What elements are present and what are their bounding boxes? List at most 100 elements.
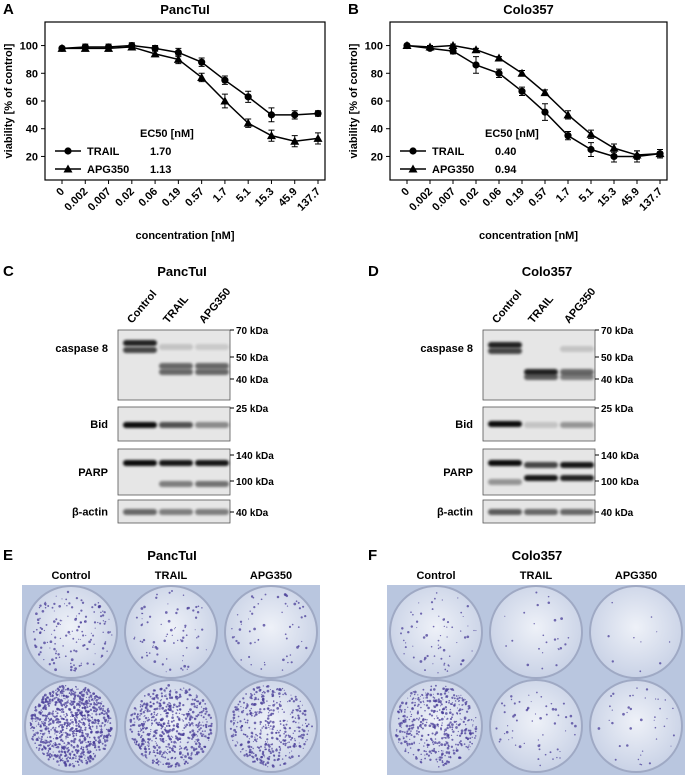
colony bbox=[425, 634, 428, 637]
colony bbox=[417, 710, 418, 711]
colony bbox=[202, 733, 203, 734]
colony bbox=[267, 734, 269, 736]
colony bbox=[76, 615, 77, 616]
colony bbox=[420, 754, 421, 755]
colony bbox=[250, 664, 251, 665]
colony bbox=[447, 688, 449, 690]
colony bbox=[418, 719, 420, 721]
colony bbox=[45, 607, 47, 609]
colony bbox=[76, 735, 78, 737]
colony bbox=[632, 695, 634, 697]
row-label: PARP bbox=[443, 467, 473, 479]
colony bbox=[189, 708, 192, 711]
condition-label: APG350 bbox=[250, 570, 292, 582]
colony bbox=[152, 646, 154, 648]
colony bbox=[277, 596, 280, 599]
colony bbox=[432, 725, 435, 728]
colony bbox=[200, 732, 202, 734]
colony bbox=[46, 700, 48, 702]
colony bbox=[170, 690, 172, 692]
colony bbox=[153, 752, 154, 753]
colony bbox=[238, 716, 240, 718]
colony bbox=[183, 720, 185, 722]
colony bbox=[542, 652, 543, 653]
colony bbox=[160, 740, 161, 741]
colony bbox=[52, 710, 54, 712]
colony bbox=[147, 693, 150, 696]
colony bbox=[138, 744, 140, 746]
colony bbox=[433, 688, 436, 691]
colony bbox=[251, 735, 254, 738]
colony bbox=[428, 755, 430, 757]
colony bbox=[230, 720, 232, 722]
colony bbox=[249, 738, 250, 739]
colony bbox=[306, 733, 308, 735]
colony bbox=[177, 698, 179, 700]
colony bbox=[261, 761, 262, 762]
colony bbox=[92, 719, 93, 720]
colony bbox=[246, 755, 248, 757]
colony bbox=[205, 707, 208, 710]
y-tick-label: 80 bbox=[371, 68, 383, 80]
marker-label: 25 kDa bbox=[236, 404, 269, 415]
colony bbox=[102, 614, 104, 616]
colony bbox=[233, 716, 236, 719]
colony bbox=[294, 743, 296, 745]
colony bbox=[423, 701, 425, 703]
band bbox=[123, 340, 157, 346]
colony bbox=[404, 731, 406, 733]
colony bbox=[469, 744, 470, 745]
colony bbox=[95, 699, 98, 702]
colony bbox=[39, 607, 40, 608]
colony bbox=[235, 744, 237, 746]
colony bbox=[247, 745, 249, 747]
colony bbox=[173, 720, 175, 722]
colony bbox=[140, 710, 142, 712]
data-point bbox=[495, 70, 502, 77]
colony bbox=[98, 697, 101, 700]
colony bbox=[151, 725, 152, 726]
colony bbox=[84, 621, 85, 622]
colony bbox=[450, 688, 452, 690]
colony bbox=[58, 723, 59, 724]
colony bbox=[299, 707, 301, 709]
colony bbox=[461, 660, 464, 663]
x-tick-label: 0.06 bbox=[480, 186, 504, 210]
colony bbox=[257, 698, 259, 700]
colony bbox=[48, 705, 50, 707]
colony bbox=[416, 733, 418, 735]
colony bbox=[281, 612, 282, 613]
data-point bbox=[198, 59, 205, 66]
colony bbox=[150, 696, 152, 698]
colony bbox=[404, 750, 406, 752]
colony bbox=[439, 646, 441, 648]
colony bbox=[78, 723, 80, 725]
colony bbox=[267, 744, 270, 747]
colony bbox=[413, 657, 415, 659]
colony bbox=[283, 724, 285, 726]
colony bbox=[54, 729, 56, 731]
colony bbox=[254, 694, 256, 696]
colony bbox=[68, 734, 70, 736]
colony bbox=[523, 612, 525, 614]
colony bbox=[61, 695, 62, 696]
colony bbox=[465, 724, 466, 725]
colony bbox=[153, 734, 156, 737]
colony bbox=[73, 730, 75, 732]
colony bbox=[472, 737, 473, 738]
colony bbox=[427, 734, 429, 736]
colony bbox=[278, 755, 281, 758]
colony bbox=[247, 720, 249, 722]
colony bbox=[91, 729, 92, 730]
colony bbox=[440, 756, 442, 758]
colony bbox=[231, 628, 232, 629]
colony bbox=[246, 750, 247, 751]
colony bbox=[396, 729, 397, 730]
colony bbox=[154, 755, 156, 757]
colony bbox=[189, 688, 191, 690]
colony bbox=[82, 602, 84, 604]
colony bbox=[210, 717, 212, 719]
colony bbox=[161, 728, 163, 730]
colony bbox=[92, 692, 95, 695]
colony bbox=[42, 752, 44, 754]
